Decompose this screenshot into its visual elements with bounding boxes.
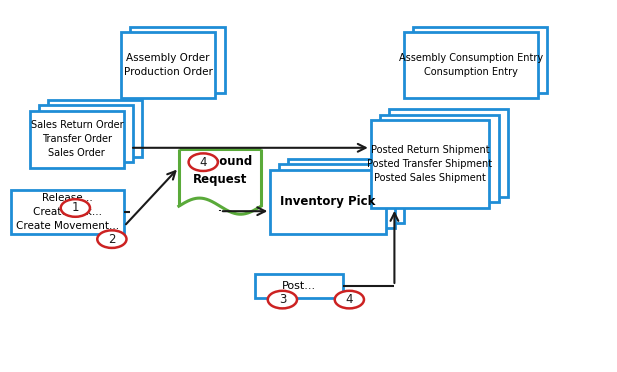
Text: Posted Return Shipment
Posted Transfer Shipment
Posted Sales Shipment: Posted Return Shipment Posted Transfer S… <box>368 145 492 183</box>
FancyBboxPatch shape <box>380 115 499 202</box>
Text: Sales Return Order
Transfer Order
Sales Order: Sales Return Order Transfer Order Sales … <box>31 120 123 158</box>
Text: Release...
Create Pick...
Create Movement...: Release... Create Pick... Create Movemen… <box>16 193 119 231</box>
Circle shape <box>189 153 218 171</box>
FancyBboxPatch shape <box>39 105 133 162</box>
Text: 4: 4 <box>199 155 207 169</box>
Text: Assembly Order
Production Order: Assembly Order Production Order <box>124 53 213 77</box>
FancyBboxPatch shape <box>289 158 404 223</box>
FancyBboxPatch shape <box>371 120 489 208</box>
Circle shape <box>97 230 126 248</box>
Text: Outbound
Request: Outbound Request <box>188 155 252 186</box>
Text: Post...: Post... <box>282 281 316 291</box>
FancyBboxPatch shape <box>389 109 508 197</box>
Text: 1: 1 <box>72 202 79 215</box>
Circle shape <box>335 291 364 308</box>
Text: Assembly Consumption Entry
Consumption Entry: Assembly Consumption Entry Consumption E… <box>399 53 543 77</box>
FancyBboxPatch shape <box>280 164 395 228</box>
FancyBboxPatch shape <box>413 26 547 93</box>
FancyBboxPatch shape <box>48 100 143 157</box>
FancyBboxPatch shape <box>179 149 261 197</box>
Text: 4: 4 <box>346 293 353 306</box>
FancyBboxPatch shape <box>270 170 386 234</box>
Circle shape <box>60 199 90 217</box>
Text: 2: 2 <box>108 232 115 246</box>
Text: Inventory Pick: Inventory Pick <box>280 195 376 208</box>
FancyBboxPatch shape <box>404 32 538 98</box>
FancyBboxPatch shape <box>30 111 124 168</box>
FancyBboxPatch shape <box>12 190 124 234</box>
Text: 3: 3 <box>279 293 286 306</box>
Circle shape <box>268 291 297 308</box>
FancyBboxPatch shape <box>121 32 215 98</box>
FancyBboxPatch shape <box>130 26 225 93</box>
FancyBboxPatch shape <box>255 274 343 298</box>
